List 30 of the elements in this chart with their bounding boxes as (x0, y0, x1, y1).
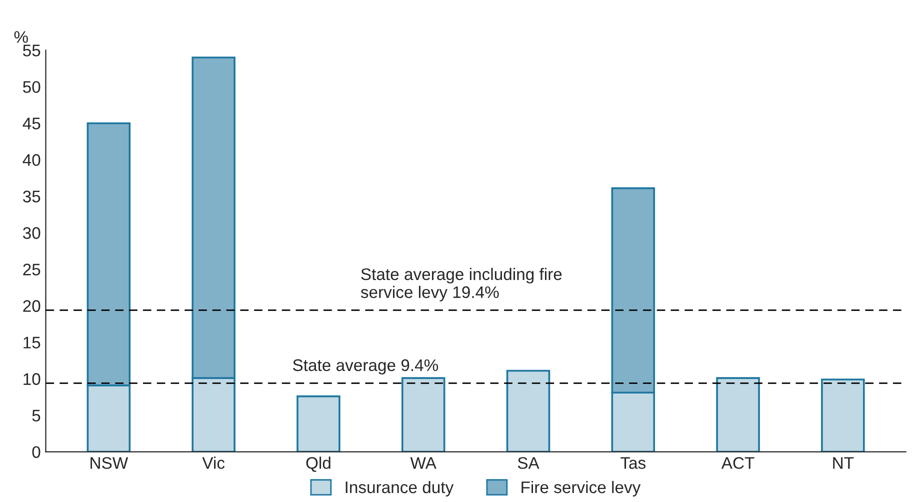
x-tick-label: SA (518, 457, 540, 469)
y-tick-label: 45 (22, 118, 40, 130)
x-tick-label: NT (833, 457, 854, 469)
legend-label: Fire service levy (522, 480, 641, 496)
x-tick-label: WA (410, 457, 436, 469)
y-tick-label: 15 (24, 336, 40, 348)
y-tick-label: 20 (23, 300, 40, 312)
y-tick-label: 50 (23, 81, 40, 93)
y-tick-label: 35 (22, 190, 40, 202)
y-tick-label: 10 (24, 373, 40, 385)
x-tick-label: Vic (202, 456, 225, 469)
ref-line-label: State average 9.4% (293, 359, 438, 374)
y-tick-label: 25 (23, 264, 40, 276)
bar (401, 377, 446, 452)
bar (716, 377, 760, 452)
x-tick-label: ACT (721, 457, 754, 469)
x-tick-label: Qld (306, 456, 330, 472)
ref-line-label: State average including fire service levy 19.4% (360, 268, 562, 302)
y-tick-label: 5 (32, 410, 40, 422)
x-tick-label: Tas (620, 457, 646, 469)
y-tick-label: 55 (23, 44, 40, 56)
y-axis-title: % (14, 31, 28, 43)
bar (296, 395, 340, 452)
bar (821, 378, 865, 452)
x-tick-label: NSW (90, 457, 128, 469)
legend-label: Insurance duty (346, 480, 454, 496)
y-tick-label: 40 (22, 154, 40, 166)
y-tick-label: 30 (22, 227, 40, 239)
bar (506, 370, 550, 452)
y-tick-label: 0 (32, 446, 40, 458)
